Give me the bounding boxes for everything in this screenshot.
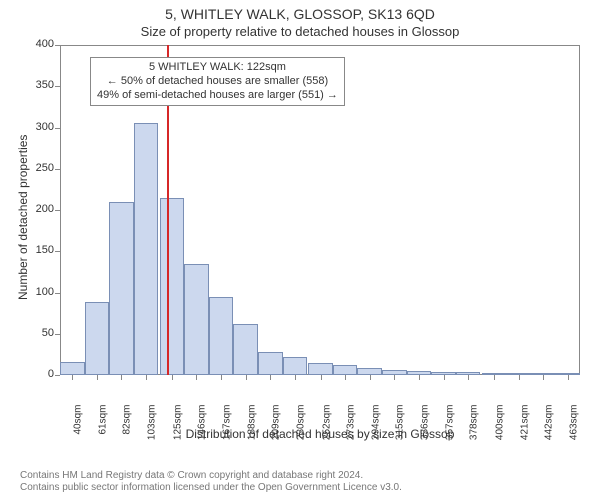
- chart-container: 5, WHITLEY WALK, GLOSSOP, SK13 6QD Size …: [0, 0, 600, 500]
- ytick-label: 100: [24, 286, 54, 298]
- histogram-bar: [233, 324, 258, 375]
- xtick-mark: [72, 375, 73, 380]
- ytick-mark: [55, 128, 60, 129]
- xtick-mark: [295, 375, 296, 380]
- footer-line1: Contains HM Land Registry data © Crown c…: [20, 470, 580, 482]
- xtick-mark: [345, 375, 346, 380]
- ytick-label: 200: [24, 203, 54, 215]
- xtick-mark: [221, 375, 222, 380]
- histogram-bar: [134, 123, 159, 375]
- xtick-label: 125sqm: [172, 405, 183, 453]
- xtick-label: 463sqm: [568, 405, 579, 453]
- xtick-mark: [394, 375, 395, 380]
- histogram-bar: [308, 363, 333, 375]
- page-subtitle: Size of property relative to detached ho…: [0, 22, 600, 39]
- annotation-line1: 5 WHITLEY WALK: 122sqm: [97, 61, 338, 75]
- xtick-mark: [172, 375, 173, 380]
- xtick-mark: [121, 375, 122, 380]
- xtick-mark: [270, 375, 271, 380]
- xtick-label: 188sqm: [246, 405, 257, 453]
- footer-line2: Contains public sector information licen…: [20, 482, 580, 494]
- xtick-label: 103sqm: [147, 405, 158, 453]
- xtick-label: 146sqm: [197, 405, 208, 453]
- y-axis-label: Number of detached properties: [16, 135, 30, 300]
- ytick-mark: [55, 334, 60, 335]
- xtick-mark: [543, 375, 544, 380]
- xtick-label: 230sqm: [295, 405, 306, 453]
- xtick-mark: [444, 375, 445, 380]
- xtick-label: 400sqm: [494, 405, 505, 453]
- xtick-label: 40sqm: [73, 405, 84, 453]
- page-title: 5, WHITLEY WALK, GLOSSOP, SK13 6QD: [0, 0, 600, 22]
- xtick-mark: [468, 375, 469, 380]
- histogram-bar: [258, 352, 283, 375]
- xtick-mark: [370, 375, 371, 380]
- xtick-label: 378sqm: [469, 405, 480, 453]
- xtick-label: 273sqm: [346, 405, 357, 453]
- xtick-mark: [568, 375, 569, 380]
- histogram-bar: [357, 368, 382, 375]
- ytick-mark: [55, 375, 60, 376]
- xtick-label: 421sqm: [519, 405, 530, 453]
- xtick-label: 252sqm: [321, 405, 332, 453]
- ytick-mark: [55, 293, 60, 294]
- annotation-line3: 49% of semi-detached houses are larger (…: [97, 89, 338, 103]
- ytick-label: 50: [24, 327, 54, 339]
- histogram-bar: [60, 362, 85, 375]
- ytick-label: 150: [24, 244, 54, 256]
- histogram-bar: [160, 198, 185, 375]
- xtick-mark: [196, 375, 197, 380]
- xtick-mark: [146, 375, 147, 380]
- histogram-bar: [209, 297, 234, 375]
- histogram-bar: [109, 202, 134, 375]
- ytick-mark: [55, 45, 60, 46]
- xtick-mark: [97, 375, 98, 380]
- xtick-label: 442sqm: [544, 405, 555, 453]
- xtick-label: 167sqm: [222, 405, 233, 453]
- histogram-bar: [184, 264, 209, 375]
- ytick-label: 350: [24, 79, 54, 91]
- xtick-label: 357sqm: [444, 405, 455, 453]
- ytick-label: 300: [24, 121, 54, 133]
- ytick-mark: [55, 210, 60, 211]
- ytick-label: 250: [24, 162, 54, 174]
- xtick-label: 209sqm: [271, 405, 282, 453]
- xtick-mark: [321, 375, 322, 380]
- histogram-bar: [333, 365, 358, 375]
- annotation-line2: ← 50% of detached houses are smaller (55…: [97, 75, 338, 89]
- xtick-label: 82sqm: [122, 405, 133, 453]
- xtick-mark: [519, 375, 520, 380]
- histogram-bar: [283, 357, 308, 375]
- footer: Contains HM Land Registry data © Crown c…: [20, 470, 580, 494]
- ytick-label: 0: [24, 368, 54, 380]
- histogram-bar: [85, 302, 110, 375]
- ytick-mark: [55, 251, 60, 252]
- xtick-label: 336sqm: [419, 405, 430, 453]
- ytick-label: 400: [24, 38, 54, 50]
- xtick-mark: [419, 375, 420, 380]
- annotation-box: 5 WHITLEY WALK: 122sqm ← 50% of detached…: [90, 57, 345, 106]
- ytick-mark: [55, 169, 60, 170]
- xtick-label: 61sqm: [97, 405, 108, 453]
- xtick-label: 315sqm: [395, 405, 406, 453]
- ytick-mark: [55, 86, 60, 87]
- xtick-label: 294sqm: [370, 405, 381, 453]
- xtick-mark: [494, 375, 495, 380]
- xtick-mark: [246, 375, 247, 380]
